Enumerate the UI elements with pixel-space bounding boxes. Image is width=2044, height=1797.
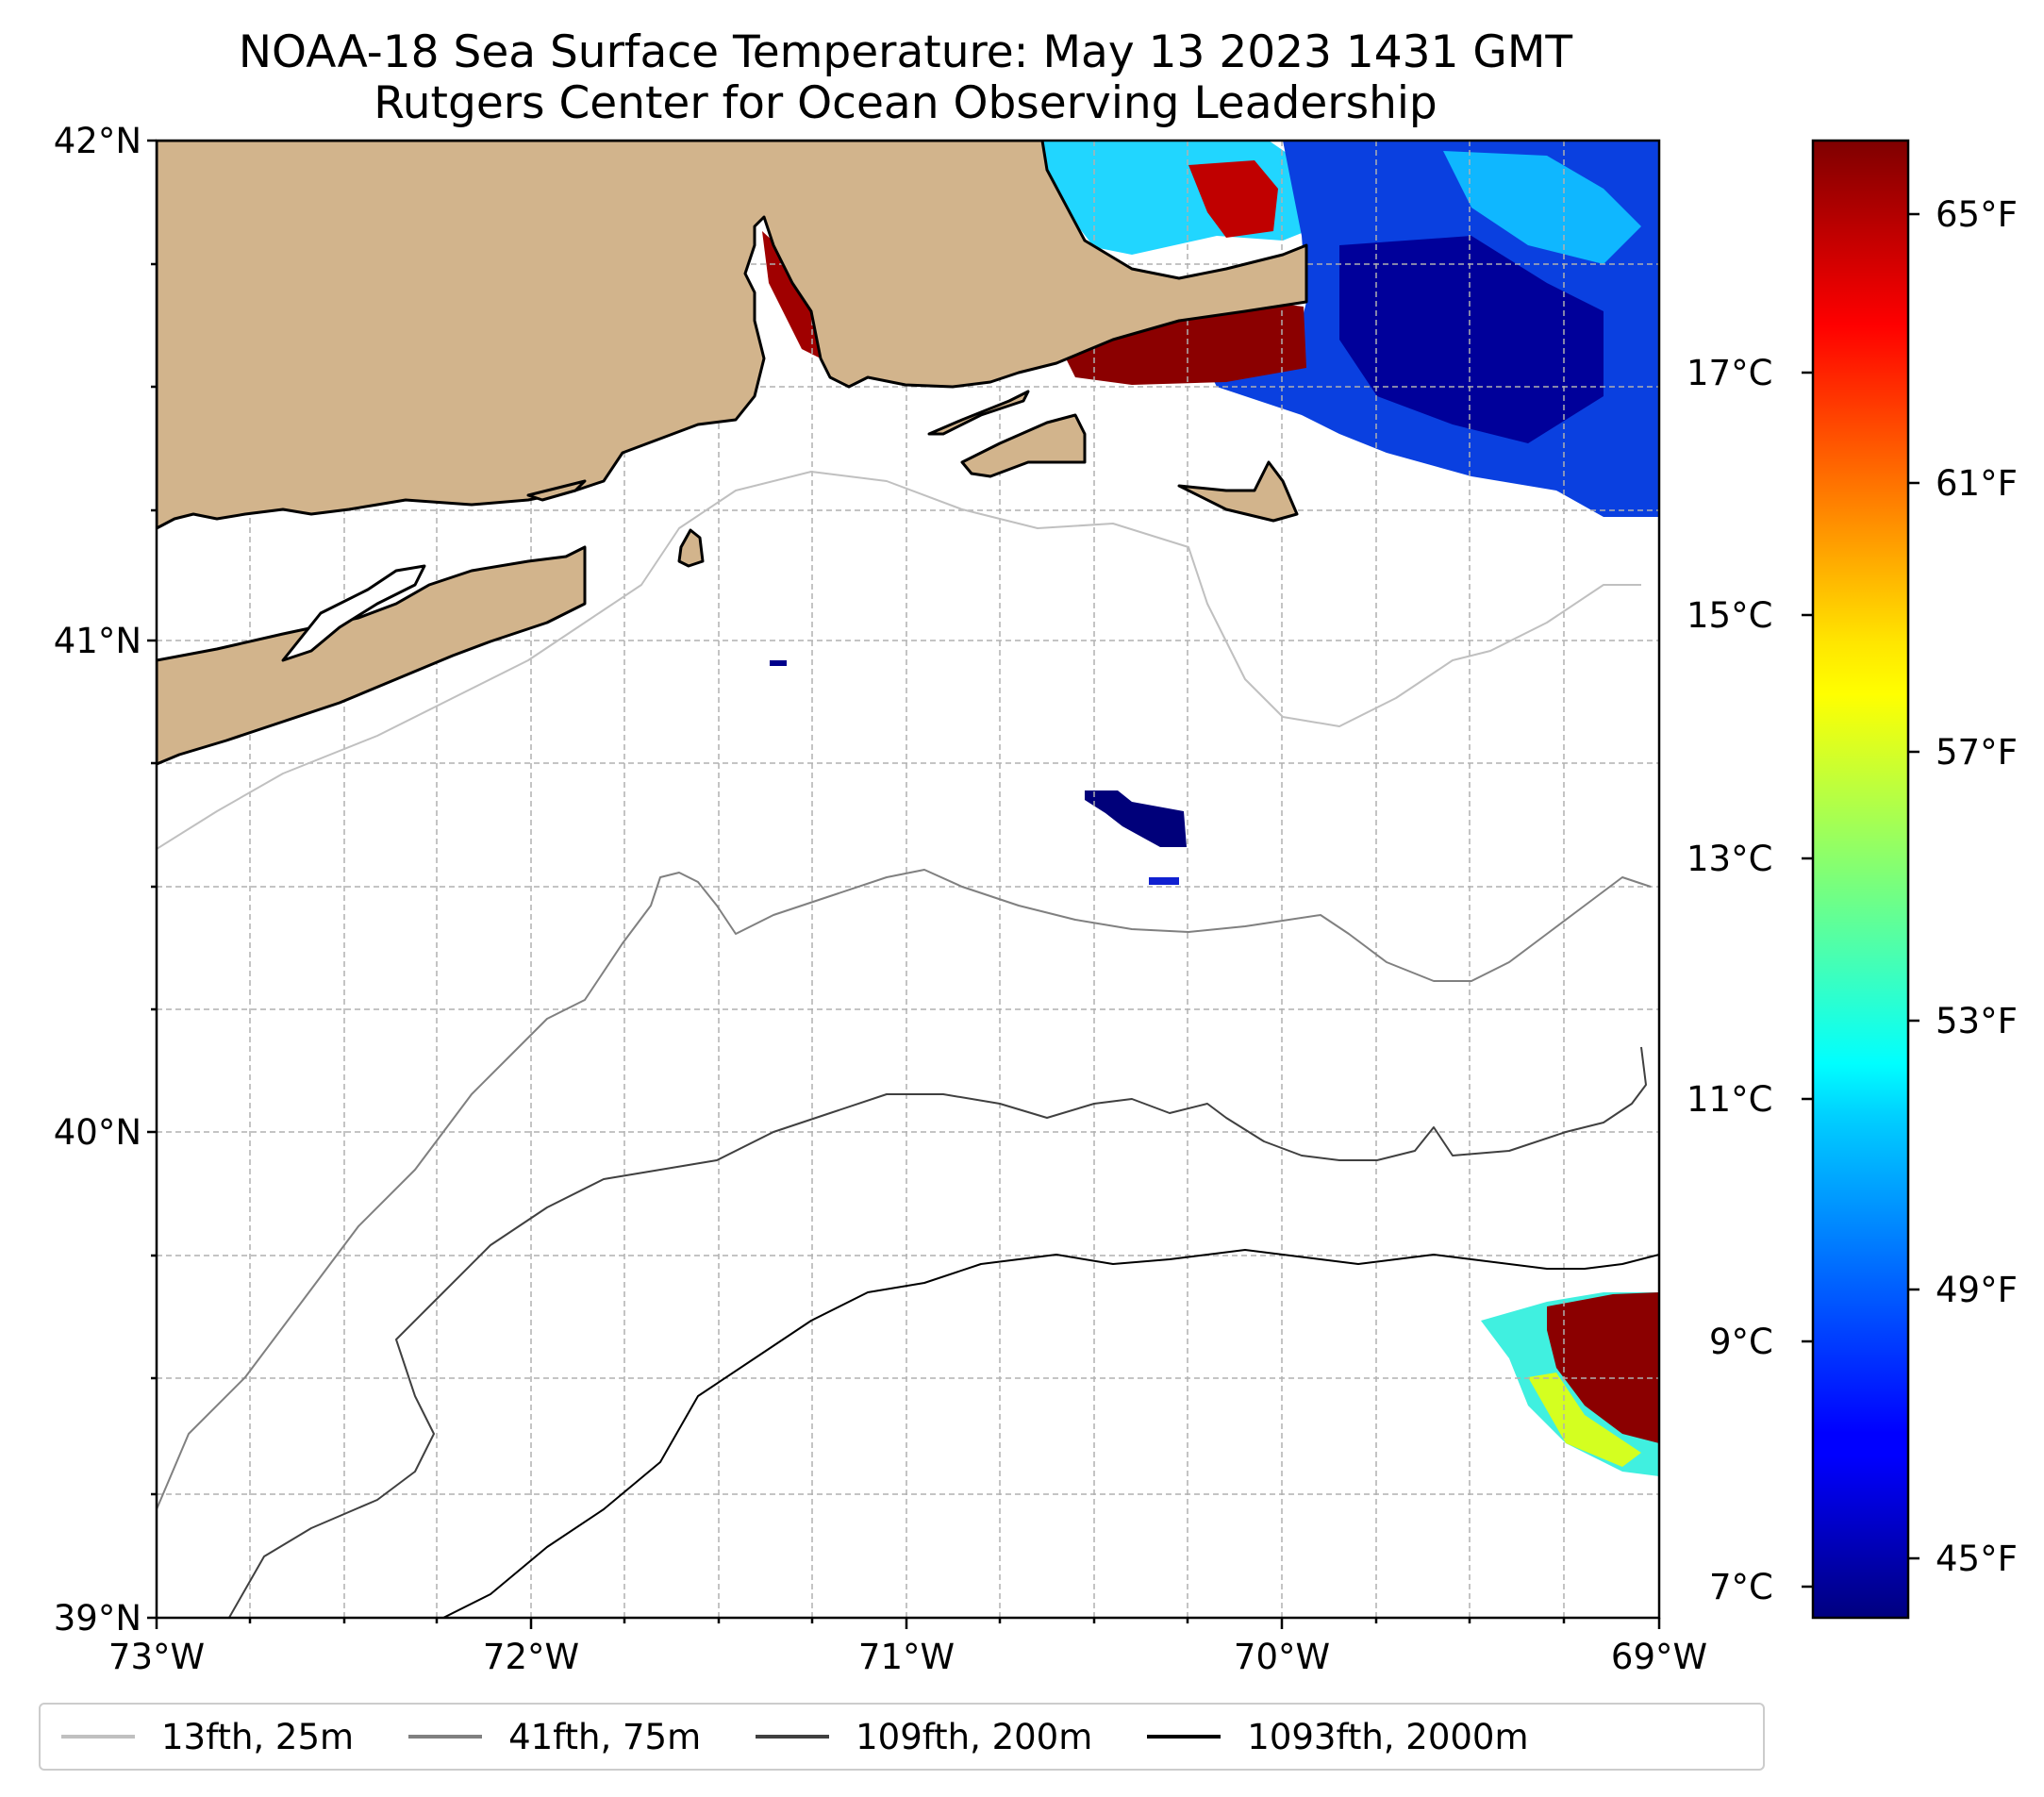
sst-patch-narragansett <box>762 231 821 358</box>
colorbar-fahrenheit-label: 45°F <box>1936 1539 2018 1579</box>
land-long-island-fork <box>281 564 426 662</box>
colorbar-celsius-label: 17°C <box>1687 353 1773 393</box>
map-frame <box>155 139 1661 1620</box>
land-elizabeth-islands <box>927 390 1030 436</box>
lon-tick-label: 71°W <box>857 1637 956 1677</box>
colorbar-fahrenheit-label: 61°F <box>1936 463 2018 504</box>
sst-patch-nantucket-sound <box>1066 302 1306 385</box>
legend-swatch <box>408 1735 483 1739</box>
sst-data-layer <box>762 141 1659 1476</box>
sst-patch-gulf-stream-yellow <box>1528 1373 1641 1467</box>
legend-item-2000m: 1093fth, 2000m <box>1147 1716 1529 1757</box>
land-layer <box>157 141 1308 766</box>
chart-title: NOAA-18 Sea Surface Temperature: May 13 … <box>238 26 1573 78</box>
legend-swatch <box>61 1735 135 1739</box>
colorbar-celsius-label: 9°C <box>1709 1322 1773 1362</box>
graticule <box>157 141 1659 1618</box>
legend-label: 13fth, 25m <box>161 1716 355 1757</box>
sst-patch-cape-cod-bay-warm <box>1188 160 1278 238</box>
isobath-2000m <box>442 1249 1659 1618</box>
isobath-200m <box>227 1046 1647 1618</box>
colorbar-celsius-label: 15°C <box>1687 595 1773 636</box>
sst-patch-gulf-stream-warm <box>1547 1292 1659 1443</box>
lat-tick-label: 40°N <box>53 1112 141 1153</box>
colorbar-ticks <box>1802 212 1919 1589</box>
lat-tick-label: 41°N <box>53 621 141 661</box>
lat-tick-label: 39°N <box>53 1598 141 1639</box>
legend-item-75m: 41fth, 75m <box>408 1717 701 1757</box>
lon-ticks <box>155 1618 1661 1629</box>
land-fishers-island <box>526 479 587 502</box>
chart-subtitle: Rutgers Center for Ocean Observing Leade… <box>374 77 1437 129</box>
lon-tick-label: 72°W <box>482 1637 580 1677</box>
lon-tick-label: 70°W <box>1233 1637 1331 1677</box>
colorbar-celsius-label: 11°C <box>1687 1079 1773 1120</box>
colorbar-celsius-label: 7°C <box>1709 1567 1773 1607</box>
legend-swatch <box>756 1735 830 1739</box>
legend-item-200m: 109fth, 200m <box>756 1717 1092 1757</box>
land-connecticut <box>157 141 1308 530</box>
lon-tick-label: 73°W <box>108 1637 206 1677</box>
sst-patch-georges-bank-dark <box>1339 236 1604 443</box>
lon-tick-label: 69°W <box>1610 1637 1708 1677</box>
isobaths <box>157 471 1659 1618</box>
sst-patch-midshelf-2 <box>1149 877 1179 885</box>
legend-label: 41fth, 75m <box>508 1716 702 1757</box>
lat-tick-label: 42°N <box>53 121 141 161</box>
legend-item-25m: 13fth, 25m <box>61 1717 354 1757</box>
colorbar-gradient <box>1811 139 1910 1620</box>
sst-patch-georges-bank-cyan <box>1443 151 1641 264</box>
land-long-island <box>157 545 587 766</box>
land-nantucket <box>1177 460 1299 523</box>
sst-patch-speck <box>770 660 787 666</box>
sst-patch-midshelf <box>1085 790 1187 847</box>
colorbar-celsius-label: 13°C <box>1687 839 1773 879</box>
colorbar-fahrenheit-label: 57°F <box>1936 732 2018 773</box>
land-block-island <box>677 528 705 568</box>
isobath-25m <box>157 471 1641 850</box>
land-martha-vineyard <box>960 413 1087 478</box>
colorbar-fahrenheit-label: 53°F <box>1936 1001 2018 1041</box>
isobath-75m <box>157 869 1652 1510</box>
isobath-legend: 13fth, 25m 41fth, 75m 109fth, 200m 1093f… <box>39 1703 1765 1771</box>
colorbar-fahrenheit-label: 49°F <box>1936 1270 2018 1310</box>
colorbar-fahrenheit-label: 65°F <box>1936 194 2018 235</box>
legend-label: 1093fth, 2000m <box>1247 1716 1529 1757</box>
legend-label: 109fth, 200m <box>856 1716 1093 1757</box>
lat-ticks <box>147 139 157 1620</box>
legend-swatch <box>1147 1735 1221 1739</box>
